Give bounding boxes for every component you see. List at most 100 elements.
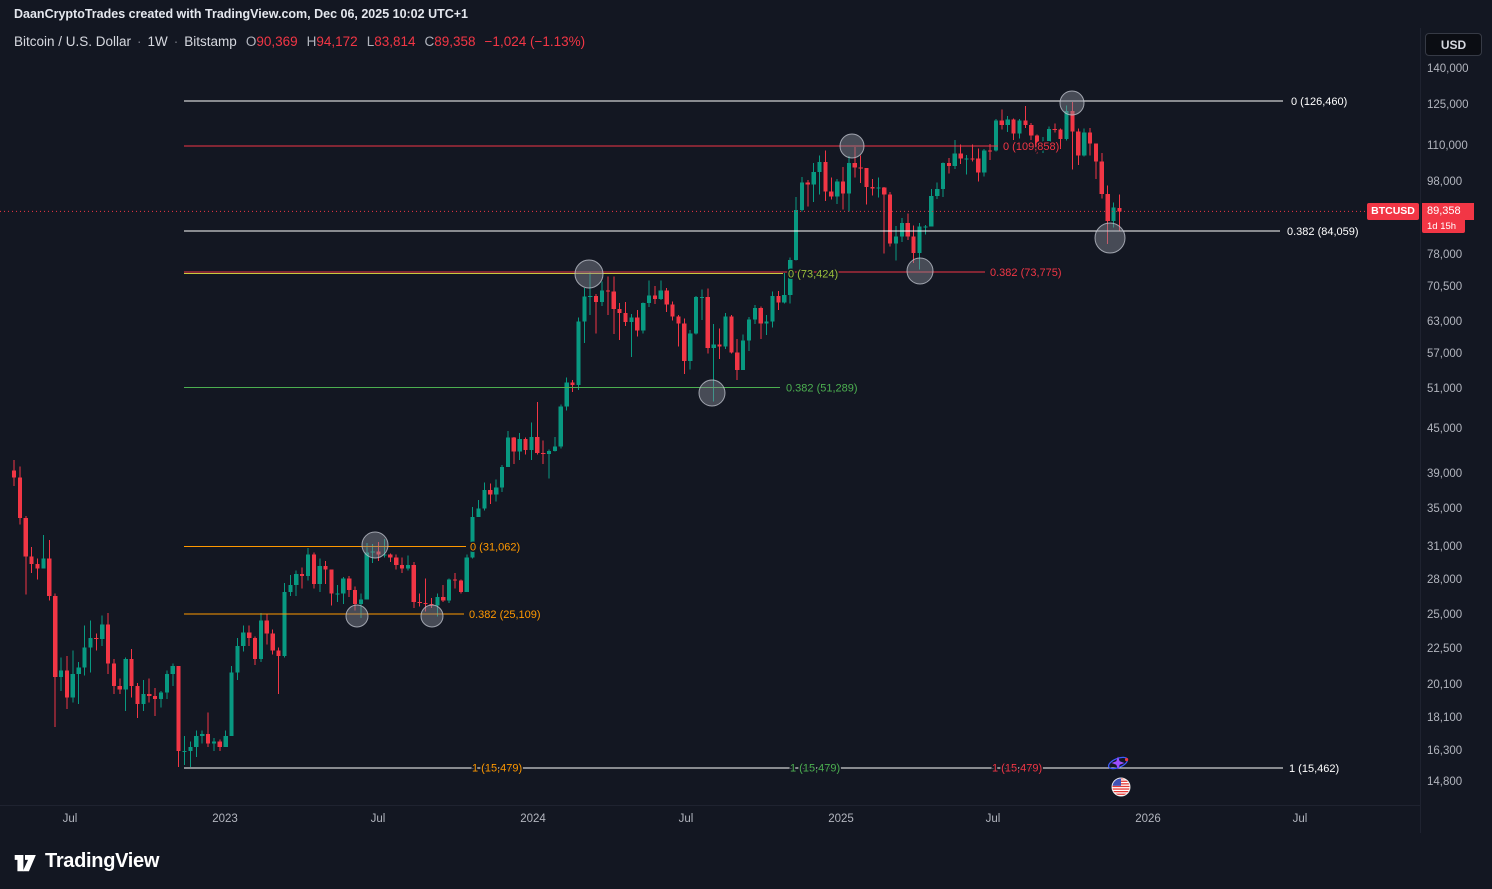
symbol-title[interactable]: Bitcoin / U.S. Dollar bbox=[14, 34, 132, 49]
price-axis-label: 31,000 bbox=[1427, 541, 1463, 554]
candle-body bbox=[294, 573, 299, 586]
time-axis[interactable]: Jul 2023 Jul 2024 Jul 2025 Jul 2026 Jul bbox=[0, 805, 1420, 833]
candle-body bbox=[123, 658, 128, 690]
highlight-circle[interactable] bbox=[1059, 90, 1085, 116]
highlight-circle[interactable] bbox=[574, 259, 604, 289]
price-axis[interactable]: USD 89,358 1d 15h 140,000 125,000 110,000 9… bbox=[1420, 28, 1492, 833]
candle-body bbox=[464, 557, 469, 593]
time-axis-label: Jul bbox=[1292, 813, 1308, 825]
candle-body bbox=[517, 439, 522, 452]
candle-body bbox=[817, 162, 822, 172]
candle-body bbox=[1023, 120, 1028, 125]
candle-body bbox=[253, 637, 258, 659]
candle-body bbox=[811, 171, 816, 185]
candle-body bbox=[341, 578, 346, 594]
candle-body bbox=[417, 601, 422, 603]
candle-body bbox=[605, 290, 610, 292]
candle-body bbox=[235, 646, 240, 673]
candle-body bbox=[1011, 119, 1016, 134]
highlight-circle[interactable] bbox=[906, 257, 934, 285]
candle-body bbox=[1082, 132, 1087, 156]
candle-body bbox=[852, 163, 857, 168]
candle-body bbox=[494, 487, 499, 495]
candle-body bbox=[11, 470, 17, 478]
candle-body bbox=[335, 593, 340, 595]
highlight-circle[interactable] bbox=[1094, 222, 1126, 254]
candle-body bbox=[876, 187, 881, 189]
ohlc-high: H 94,172 bbox=[307, 34, 358, 49]
tradingview-logo[interactable]: TradingView bbox=[12, 848, 159, 874]
currency-toggle-button[interactable]: USD bbox=[1425, 33, 1482, 56]
candle-body bbox=[558, 406, 563, 447]
highlight-circle[interactable] bbox=[420, 604, 444, 628]
candle-body bbox=[447, 579, 452, 601]
candle-body bbox=[476, 508, 481, 517]
candle-body bbox=[988, 150, 993, 152]
candle-body bbox=[35, 564, 40, 569]
price-tag-value: 89,358 bbox=[1422, 202, 1474, 220]
candle-body bbox=[635, 317, 640, 331]
candlestick-chart[interactable]: 0 (126,460) 0 (109,858) 0.382 (84,059) 0.38… bbox=[0, 28, 1420, 805]
price-axis-label: 28,000 bbox=[1427, 573, 1463, 586]
candle-body bbox=[53, 595, 58, 677]
separator: · bbox=[173, 34, 179, 49]
candle-body bbox=[176, 666, 181, 752]
highlight-circle[interactable] bbox=[839, 133, 865, 159]
candle-body bbox=[858, 167, 863, 169]
candle-body bbox=[1111, 207, 1116, 221]
candle-body bbox=[505, 437, 510, 468]
time-axis-label: Jul bbox=[678, 813, 694, 825]
candle-body bbox=[1052, 128, 1057, 130]
candle-body bbox=[1087, 132, 1093, 144]
candle-body bbox=[452, 579, 458, 581]
candle-body bbox=[29, 556, 34, 564]
fib-level-label: 1 (15,462) bbox=[1289, 763, 1339, 775]
time-axis-label: 2025 bbox=[828, 813, 854, 825]
candle-body bbox=[329, 569, 334, 594]
interval-label[interactable]: 1W bbox=[147, 34, 168, 49]
fib-level-label: 1 (15,479) bbox=[992, 763, 1042, 775]
candle-body bbox=[846, 163, 852, 194]
candle-body bbox=[888, 194, 893, 244]
candle-body bbox=[958, 153, 963, 159]
candle-body bbox=[946, 163, 951, 166]
candle-body bbox=[829, 191, 834, 197]
candle-body bbox=[964, 158, 969, 160]
price-axis-label: 39,000 bbox=[1427, 468, 1463, 481]
candle-body bbox=[711, 344, 716, 348]
us-flag-icon[interactable] bbox=[1111, 777, 1131, 797]
sparkle-icon[interactable] bbox=[1107, 755, 1129, 771]
candle-body bbox=[41, 558, 46, 569]
close-value: 89,358 bbox=[434, 34, 476, 49]
highlight-circle[interactable] bbox=[698, 379, 726, 407]
exchange-label[interactable]: Bitstamp bbox=[184, 34, 237, 49]
candle-body bbox=[482, 490, 487, 509]
price-axis-label: 18,100 bbox=[1427, 711, 1463, 724]
candle-body bbox=[623, 312, 628, 322]
price-axis-label: 16,300 bbox=[1427, 745, 1463, 758]
candle-body bbox=[658, 290, 663, 299]
highlight-circle[interactable] bbox=[361, 531, 389, 559]
time-axis-label: 2023 bbox=[212, 813, 238, 825]
fib-level-label: 0.382 (84,059) bbox=[1287, 226, 1359, 238]
candle-body bbox=[582, 296, 587, 322]
time-axis-label: Jul bbox=[985, 813, 1001, 825]
fib-level-label: 1 (15,479) bbox=[472, 763, 522, 775]
tradingview-wordmark: TradingView bbox=[45, 849, 160, 872]
price-axis-label: 22,500 bbox=[1427, 642, 1463, 655]
candle-body bbox=[746, 319, 752, 341]
candle-body bbox=[552, 446, 558, 451]
low-label: L bbox=[366, 34, 375, 49]
fib-level-label: 0.382 (51,289) bbox=[786, 383, 858, 395]
candle-body bbox=[570, 382, 575, 385]
candle-body bbox=[82, 647, 87, 668]
candle-body bbox=[1105, 194, 1110, 221]
candle-body bbox=[1058, 129, 1063, 139]
price-axis-label: 20,100 bbox=[1427, 678, 1463, 691]
candle-body bbox=[547, 450, 552, 454]
candle-body bbox=[917, 226, 922, 253]
candle-body bbox=[835, 181, 840, 197]
fib-level-label: 0 (31,062) bbox=[470, 542, 520, 554]
highlight-circle[interactable] bbox=[345, 604, 369, 628]
